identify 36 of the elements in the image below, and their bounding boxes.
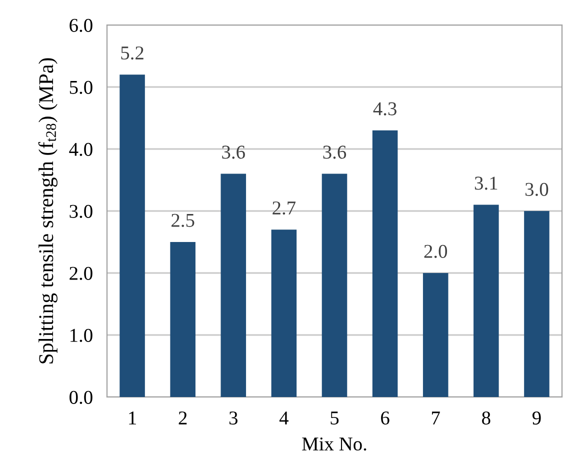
x-tick-label: 6 <box>381 412 390 425</box>
data-label: 2.7 <box>272 201 296 215</box>
y-tick-label: 5.0 <box>70 80 92 94</box>
data-label: 4.3 <box>373 102 396 116</box>
y-tick-label: 0.0 <box>70 390 92 404</box>
bar <box>524 211 550 397</box>
bar <box>120 74 145 397</box>
data-label: 3.6 <box>222 146 245 159</box>
bar <box>422 273 448 397</box>
data-label: 2.5 <box>172 214 194 228</box>
x-tick-label: 3 <box>229 412 238 425</box>
y-tick-label: 1.0 <box>70 328 92 342</box>
y-axis-title: Splitting tensile strength (f$_{t28}$) (MPa) <box>38 58 58 364</box>
x-axis-title: Mix No. <box>302 437 366 451</box>
x-tick-label: 5 <box>330 412 339 425</box>
x-tick-label: 4 <box>279 412 288 424</box>
x-tick-label: 7 <box>432 412 440 424</box>
data-label: 5.2 <box>121 46 144 60</box>
data-label: 3.1 <box>474 176 498 190</box>
bar <box>474 204 499 397</box>
data-label: 3.0 <box>526 182 548 196</box>
data-label: 3.6 <box>323 146 346 159</box>
bar <box>220 174 246 397</box>
x-tick-label: 1 <box>129 412 136 424</box>
x-tick-label: 2 <box>178 412 187 424</box>
data-label: 2.0 <box>424 244 448 258</box>
y-tick-label: 6.0 <box>70 18 92 32</box>
bar <box>170 242 196 397</box>
y-tick-label: 3.0 <box>70 204 92 218</box>
x-tick-label: 9 <box>532 412 541 425</box>
bar <box>322 174 348 397</box>
y-tick-label: 4.0 <box>69 142 92 156</box>
bar <box>372 130 398 397</box>
x-tick-label: 8 <box>482 411 490 425</box>
bar <box>271 230 297 397</box>
y-tick-label: 2.0 <box>70 266 92 280</box>
